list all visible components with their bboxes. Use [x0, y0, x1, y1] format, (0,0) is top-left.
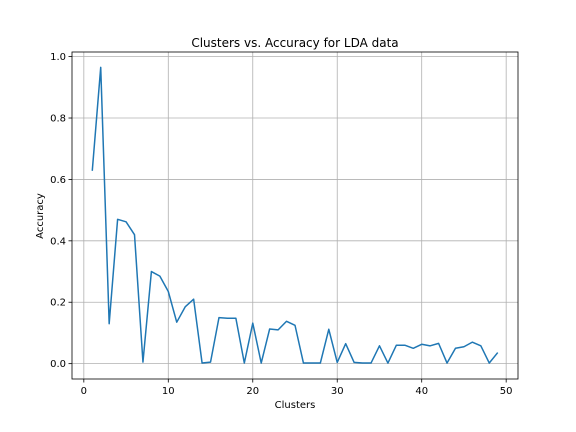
y-tick-label: 0.0 — [50, 359, 66, 370]
y-axis-ticks: 0.0 0.2 0.4 0.6 0.8 1.0 — [50, 52, 72, 370]
x-tick-label: 10 — [162, 386, 175, 397]
y-tick-label: 0.2 — [50, 298, 66, 309]
x-tick-label: 30 — [331, 386, 344, 397]
x-tick-label: 40 — [415, 386, 428, 397]
y-tick-label: 0.6 — [50, 175, 66, 186]
chart-title: Clusters vs. Accuracy for LDA data — [191, 36, 398, 50]
x-tick-label: 0 — [81, 386, 87, 397]
x-tick-label: 50 — [500, 386, 513, 397]
y-tick-label: 0.8 — [50, 114, 66, 125]
plot-series — [91, 66, 499, 364]
grid — [72, 52, 518, 379]
x-axis-ticks: 0 10 20 30 40 50 — [81, 379, 513, 397]
axes-frame — [71, 51, 519, 380]
x-axis-label: Clusters — [275, 400, 316, 411]
x-tick-label: 20 — [246, 386, 259, 397]
y-tick-label: 0.4 — [50, 236, 66, 247]
y-tick-label: 1.0 — [50, 52, 66, 63]
y-axis-label: Accuracy — [35, 193, 46, 239]
